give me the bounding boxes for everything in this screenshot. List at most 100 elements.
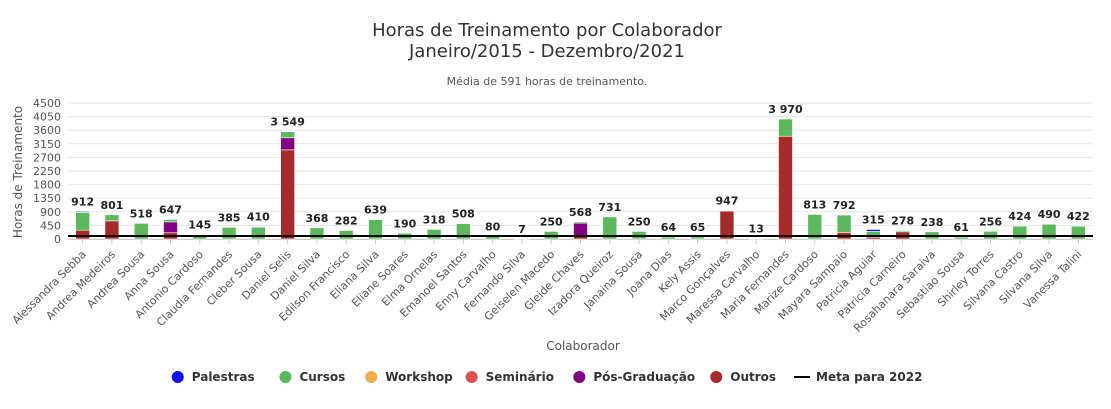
bar-total-label: 813: [803, 198, 826, 211]
bar-total-label: 278: [891, 215, 914, 228]
bar-total-label: 13: [749, 223, 764, 236]
bar-total-label: 792: [833, 199, 856, 212]
legend-marker: [365, 371, 378, 383]
y-tick-label: 1350: [33, 192, 61, 205]
bar-segment-outros[interactable]: [75, 229, 90, 240]
bar-segment-cursos[interactable]: [1071, 225, 1086, 240]
bar-segment-cursos[interactable]: [309, 227, 325, 240]
bar-segment-cursos[interactable]: [163, 219, 178, 223]
legend-label: Outros: [730, 370, 776, 384]
bar-segment-cursos[interactable]: [338, 230, 354, 240]
bar-total-label: 61: [954, 221, 969, 234]
bar-segment-cursos[interactable]: [251, 227, 266, 240]
bar-total-label: 282: [335, 214, 358, 227]
bar-total-label: 80: [485, 221, 501, 234]
bar-total-label: 250: [628, 215, 651, 228]
bar-segment-cursos[interactable]: [953, 236, 969, 240]
bar-total-label: 912: [71, 195, 94, 208]
bar-total-label: 508: [452, 208, 475, 221]
bar-segment-cursos[interactable]: [719, 210, 735, 212]
bar-total-label: 518: [130, 207, 153, 220]
bar-segment-palestras[interactable]: [75, 211, 90, 213]
legend-item[interactable]: Cursos: [279, 370, 345, 384]
legend-label: Workshop: [385, 370, 453, 384]
legend: Palestras Cursos Workshop Seminário Pós-Grad…: [171, 370, 922, 384]
bar-segment-outros[interactable]: [778, 135, 793, 240]
legend-item[interactable]: Palestras: [171, 370, 255, 384]
legend-label: Meta para 2022: [816, 370, 922, 384]
bar-segment-cursos[interactable]: [690, 236, 705, 240]
bar-total-label: 250: [540, 215, 563, 228]
bar-segment-cursos[interactable]: [104, 214, 120, 222]
legend-label: Seminário: [486, 370, 554, 384]
legend-item[interactable]: Seminário: [465, 370, 554, 384]
y-tick-label: 1800: [33, 179, 61, 192]
bar-segment-outros[interactable]: [719, 210, 735, 240]
legend-marker: [171, 371, 184, 383]
chart-title: Horas de Treinamento por Colaborador: [372, 20, 722, 41]
bar-total-label: 385: [218, 211, 241, 224]
bar-total-label: 65: [690, 221, 705, 234]
bar-total-label: 568: [569, 206, 592, 219]
bar-segment-cursos[interactable]: [426, 229, 442, 240]
y-tick-label: 2250: [33, 165, 61, 178]
legend-item[interactable]: Meta para 2022: [794, 370, 922, 384]
bar-segment-cursos[interactable]: [573, 221, 588, 224]
y-tick-label: 0: [54, 233, 61, 246]
bar-total-label: 422: [1067, 210, 1090, 223]
bar-segment-p-s-gradua-o[interactable]: [280, 137, 295, 151]
bar-total-label: 145: [188, 219, 211, 232]
y-axis-title: Horas de Treinamento: [11, 106, 25, 238]
bar-segment-p-s-gradua-o[interactable]: [163, 221, 178, 234]
bar-total-label: 368: [305, 212, 328, 225]
bar-total-label: 318: [423, 213, 446, 226]
y-tick-label: 450: [40, 219, 61, 232]
bar-segment-cursos[interactable]: [836, 214, 852, 233]
chart-title-period: Janeiro/2015 - Dezembro/2021: [408, 41, 685, 62]
bar-total-label: 190: [393, 217, 416, 230]
bar-total-label: 64: [661, 221, 677, 234]
y-tick-label: 3150: [33, 138, 61, 151]
bar-segment-cursos[interactable]: [221, 227, 237, 240]
bar-total-label: 639: [364, 204, 387, 217]
bar-segment-p-s-gradua-o[interactable]: [573, 222, 588, 237]
legend-label: Palestras: [192, 370, 255, 384]
bar-segment-cursos[interactable]: [778, 118, 793, 137]
bar-total-label: 801: [100, 199, 123, 212]
x-axis-title: Colaborador: [546, 339, 620, 353]
legend-marker: [279, 371, 292, 383]
bar-segment-palestras[interactable]: [251, 226, 266, 228]
bar-total-label: 647: [159, 203, 182, 216]
legend-item[interactable]: Pós-Graduação: [573, 370, 695, 384]
bar-segment-cursos[interactable]: [1012, 225, 1028, 240]
bar-segment-palestras[interactable]: [866, 229, 881, 232]
legend-marker: [573, 371, 586, 383]
bar-segment-cursos[interactable]: [280, 131, 295, 139]
bar-total-label: 410: [247, 211, 270, 224]
y-tick-label: 4500: [33, 97, 61, 110]
y-tick-label: 4050: [33, 111, 61, 124]
bar-segment-cursos[interactable]: [75, 212, 90, 231]
bar-total-label: 947: [715, 194, 738, 207]
legend-marker: [465, 371, 478, 383]
bar-segment-outros[interactable]: [280, 149, 295, 240]
legend-label: Pós-Graduação: [593, 370, 695, 384]
y-tick-label: 900: [40, 206, 61, 219]
bar-segment-cursos[interactable]: [895, 230, 910, 233]
bar-total-label: 3 970: [768, 103, 803, 116]
bar-segment-cursos[interactable]: [661, 236, 676, 240]
bar-total-label: 731: [598, 201, 621, 214]
bar-total-label: 490: [1038, 208, 1061, 221]
bar-total-label: 424: [1008, 210, 1031, 223]
bar-total-label: 256: [979, 215, 1002, 228]
legend-item[interactable]: Outros: [710, 370, 776, 384]
y-tick-label: 2700: [33, 151, 61, 164]
chart-subtitle: Média de 591 horas de treinamento.: [447, 75, 648, 88]
bar-total-label: 3 549: [270, 116, 304, 129]
legend-label: Cursos: [299, 370, 345, 384]
bar-total-label: 238: [920, 216, 943, 229]
legend-item[interactable]: Workshop: [365, 370, 453, 384]
legend-marker: [710, 371, 723, 383]
bar-total-label: 7: [518, 223, 526, 236]
